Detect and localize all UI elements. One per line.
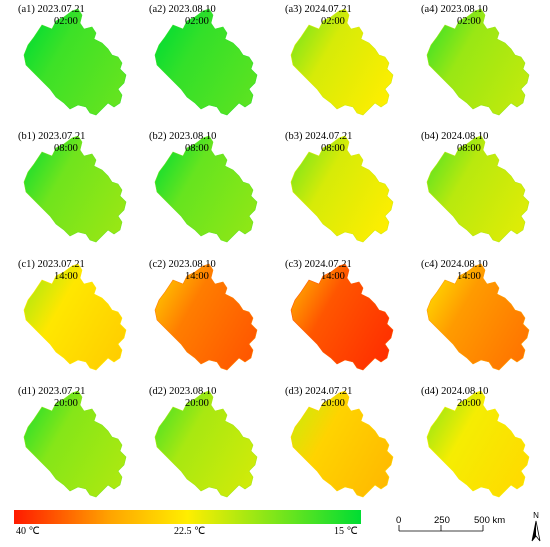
map-panel: (a1) 2023.07.21 02:00: [12, 3, 140, 121]
panel-label: (b1) 2023.07.21: [18, 131, 86, 142]
panel-label: (a4) 2023.08.10: [421, 4, 488, 15]
province-temperature-map: [23, 135, 127, 243]
panel-time: 02:00: [54, 16, 78, 27]
scale-label-250: 250: [434, 515, 450, 526]
scale-bar: [398, 525, 484, 532]
panel-label: (c4) 2024.08.10: [421, 259, 488, 270]
map-panel: (b4) 2024.08.10 08:00: [415, 130, 543, 248]
province-temperature-map: [23, 263, 127, 371]
map-panel: (c3) 2024.07.21 14:00: [279, 258, 407, 376]
province-temperature-map: [426, 135, 530, 243]
province-temperature-map: [290, 8, 394, 116]
panel-label: (b4) 2024.08.10: [421, 131, 489, 142]
province-temperature-map: [290, 135, 394, 243]
map-panel: (d3) 2024.07.21 20:00: [279, 385, 407, 503]
colorbar-min-label: 40 ℃: [16, 526, 40, 537]
scale-label-500: 500 km: [474, 515, 506, 526]
panel-time: 02:00: [185, 16, 209, 27]
map-panel: (a4) 2023.08.10 02:00: [415, 3, 543, 121]
panel-label: (c2) 2023.08.10: [149, 259, 216, 270]
scale-label-0: 0: [396, 515, 402, 526]
province-temperature-map: [426, 8, 530, 116]
panel-time: 20:00: [457, 398, 481, 409]
panel-time: 14:00: [321, 271, 345, 282]
panel-label: (a2) 2023.08.10: [149, 4, 216, 15]
map-panel: (b1) 2023.07.21 08:00: [12, 130, 140, 248]
panel-label: (d2) 2023.08.10: [149, 386, 217, 397]
province-temperature-map: [426, 263, 530, 371]
map-panel: (d2) 2023.08.10 20:00: [143, 385, 271, 503]
panel-time: 14:00: [54, 271, 78, 282]
panel-time: 20:00: [54, 398, 78, 409]
panel-time: 02:00: [457, 16, 481, 27]
province-temperature-map: [290, 263, 394, 371]
panel-label: (d3) 2024.07.21: [285, 386, 353, 397]
svg-text:N: N: [533, 511, 539, 520]
north-arrow-icon: N: [531, 511, 541, 542]
province-temperature-map: [154, 8, 258, 116]
panel-label: (a1) 2023.07.21: [18, 4, 85, 15]
panel-time: 20:00: [185, 398, 209, 409]
panel-label: (c3) 2024.07.21: [285, 259, 352, 270]
province-temperature-map: [290, 390, 394, 498]
panel-time: 08:00: [457, 143, 481, 154]
province-temperature-map: [23, 8, 127, 116]
map-panel: (d1) 2023.07.21 20:00: [12, 385, 140, 503]
panel-label: (d1) 2023.07.21: [18, 386, 86, 397]
map-panel: (c4) 2024.08.10 14:00: [415, 258, 543, 376]
panel-label: (b2) 2023.08.10: [149, 131, 217, 142]
province-temperature-map: [154, 390, 258, 498]
map-panel: (b3) 2024.07.21 08:00: [279, 130, 407, 248]
province-temperature-map: [154, 263, 258, 371]
map-panel: (b2) 2023.08.10 08:00: [143, 130, 271, 248]
panel-time: 20:00: [321, 398, 345, 409]
panel-time: 08:00: [54, 143, 78, 154]
map-panel: (a3) 2024.07.21 02:00: [279, 3, 407, 121]
panel-label: (b3) 2024.07.21: [285, 131, 353, 142]
panel-time: 02:00: [321, 16, 345, 27]
map-panel: (d4) 2024.08.10 20:00: [415, 385, 543, 503]
panel-time: 14:00: [457, 271, 481, 282]
province-temperature-map: [426, 390, 530, 498]
temperature-colorbar: [14, 510, 361, 524]
map-panel: (c2) 2023.08.10 14:00: [143, 258, 271, 376]
panel-label: (c1) 2023.07.21: [18, 259, 85, 270]
panel-label: (a3) 2024.07.21: [285, 4, 352, 15]
panel-time: 14:00: [185, 271, 209, 282]
panel-label: (d4) 2024.08.10: [421, 386, 489, 397]
panel-time: 08:00: [185, 143, 209, 154]
map-panel: (a2) 2023.08.10 02:00: [143, 3, 271, 121]
panel-time: 08:00: [321, 143, 345, 154]
province-temperature-map: [154, 135, 258, 243]
colorbar-max-label: 15 ℃: [334, 526, 358, 537]
colorbar-mid-label: 22.5 ℃: [174, 526, 206, 537]
province-temperature-map: [23, 390, 127, 498]
map-panel: (c1) 2023.07.21 14:00: [12, 258, 140, 376]
